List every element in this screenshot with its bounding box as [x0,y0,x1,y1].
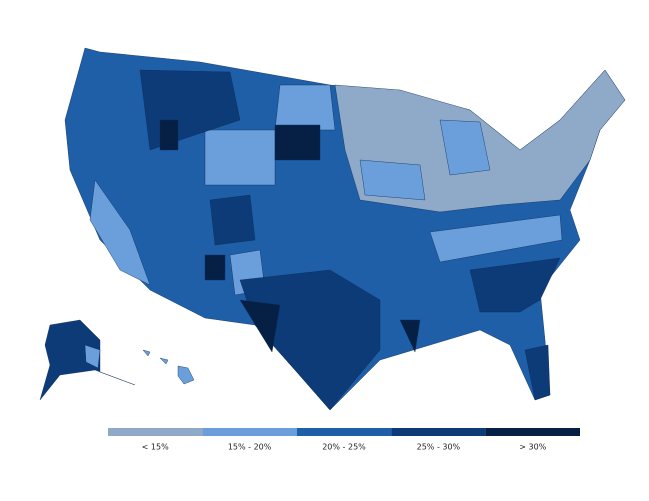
legend-label: 15% - 20% [228,443,272,452]
region [239,299,281,353]
legend-label: 25% - 30% [417,443,461,452]
legend: < 15% 15% - 20% 20% - 25% 25% - 30% > 30% [108,428,580,452]
region [204,254,226,281]
region [439,119,491,176]
legend-swatch [108,428,203,436]
map [39,47,626,411]
region [159,119,179,151]
legend-swatch [485,428,580,436]
legend-label: > 30% [519,443,546,452]
region [399,319,421,353]
region [177,365,195,385]
region [429,214,563,263]
region [89,179,151,286]
region [209,194,256,246]
region [524,344,551,401]
region [359,159,426,201]
legend-swatch [202,428,297,436]
region [469,257,561,313]
region [159,357,169,365]
region [142,349,151,357]
region [274,124,321,161]
region [274,84,336,131]
legend-swatch [391,428,486,436]
legend-swatch [296,428,392,436]
region [84,344,101,369]
region [239,269,381,411]
region [204,129,276,186]
legend-label: < 15% [142,443,169,452]
legend-label: 20% - 25% [322,443,366,452]
